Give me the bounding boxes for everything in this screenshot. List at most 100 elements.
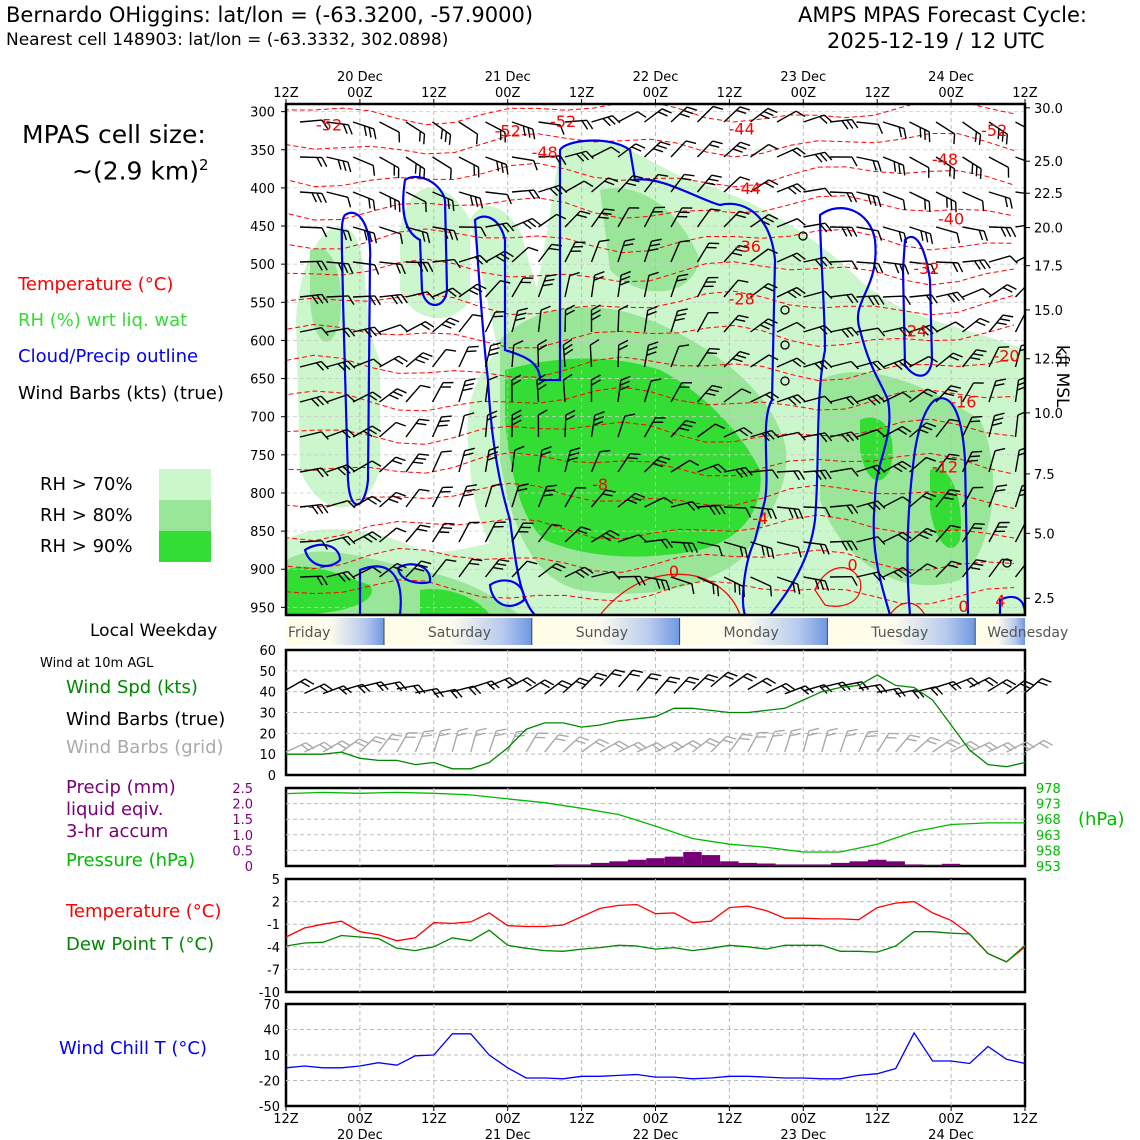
wind-barb — [673, 740, 703, 753]
wind-barb-flag — [492, 315, 504, 318]
wind-barb — [839, 728, 858, 753]
wind-barb-staff — [803, 256, 826, 263]
bottom-hour-label: 00Z — [791, 1112, 817, 1127]
wind-barb — [856, 156, 882, 172]
wind-barb-staff — [458, 314, 474, 333]
wind-barb-flag — [420, 560, 432, 565]
wind-barb-staff — [537, 276, 547, 298]
height-tick-label: 7.5 — [1034, 468, 1055, 483]
wind-barb-flag — [740, 468, 748, 477]
wind-barb-flag — [347, 230, 352, 242]
wind-barb-flag — [761, 545, 765, 556]
pressure-tick-label: 700 — [250, 411, 275, 426]
wind-speed-line — [286, 674, 1026, 770]
wind-barb — [692, 737, 720, 753]
calm-wind-marker — [780, 305, 790, 315]
pressure-tick-label: 550 — [250, 296, 275, 311]
wind-barb-flag — [763, 321, 774, 327]
wind-barb — [962, 287, 992, 298]
wind-barb-flag — [632, 175, 643, 179]
wind-barb — [670, 419, 696, 438]
wind-barb-flag — [337, 573, 346, 582]
wind-barb-flag — [768, 354, 779, 361]
legend-rh70-swatch — [159, 469, 211, 500]
wind-barb-staff — [723, 427, 745, 438]
wind-barb-flag — [928, 355, 938, 363]
wind-barb-flag — [453, 259, 461, 269]
wind-barb-flag — [545, 274, 557, 278]
wind-barb — [909, 226, 934, 244]
wind-barb — [636, 673, 662, 692]
wind-barb — [829, 118, 859, 130]
wind-barb-flag — [681, 177, 692, 181]
wind-barb-flag — [795, 110, 806, 118]
wind-barb — [352, 358, 382, 368]
wind-barb-staff — [352, 191, 374, 201]
wind-barb-staff — [644, 538, 667, 543]
wind-barb-staff — [723, 245, 740, 263]
wind-barb — [750, 179, 779, 193]
wind-barb-flag — [797, 547, 802, 558]
wind-barb-staff — [803, 222, 826, 228]
wind-barb-flag — [601, 535, 612, 542]
wind-barb-flag — [735, 248, 746, 253]
wind-barb-flag — [727, 671, 738, 677]
wind-barb — [299, 360, 329, 371]
wind-barb-staff — [564, 414, 567, 438]
wind-barb-staff — [564, 210, 581, 228]
wind-barb-staff — [405, 384, 421, 403]
wind-barb-flag — [792, 185, 802, 193]
wind-barb-flag — [949, 489, 960, 493]
wind-barb-flag — [559, 124, 565, 135]
wind-barb-flag — [548, 247, 559, 251]
wind-barb-flag — [739, 106, 751, 111]
wind-barb-flag — [337, 467, 346, 476]
wind-barb-flag — [792, 254, 802, 262]
wind-barb — [485, 222, 515, 233]
wind-barb — [405, 453, 430, 473]
wind-barb — [776, 576, 801, 595]
wind-barb-staff — [1014, 559, 1025, 578]
cloud-outline — [488, 579, 526, 607]
wind-barb-flag — [423, 729, 435, 733]
wind-barb-staff — [431, 559, 447, 578]
wind-barb-staff — [562, 736, 580, 753]
wind-barb — [750, 576, 773, 597]
wind-barb — [617, 111, 647, 123]
wind-barb — [882, 226, 908, 244]
wind-barb — [562, 736, 590, 753]
wind-barb-staff — [458, 254, 481, 263]
wind-barb-flag — [824, 469, 832, 480]
wind-barb-staff — [829, 326, 852, 333]
wind-barb — [507, 677, 537, 689]
top-hour-label: 00Z — [643, 86, 669, 101]
wind-barb — [856, 295, 885, 306]
wind-barb-flag — [969, 356, 981, 361]
pressure-ytick-label: 953 — [1036, 860, 1061, 875]
precip-bar — [849, 861, 868, 866]
wind-barb-flag — [489, 347, 500, 352]
wind-barb-staff — [341, 683, 363, 692]
wind-barb-flag — [528, 190, 536, 200]
wind-barb — [405, 384, 431, 403]
wind-barb-staff — [696, 242, 710, 263]
wind-barb-flag — [469, 521, 480, 524]
wind-barb-staff — [802, 730, 810, 753]
wind-barb-flag — [504, 250, 514, 258]
wind-barb-flag — [490, 342, 501, 347]
wind-barb-staff — [299, 119, 322, 123]
wind-barb — [803, 222, 833, 233]
wind-barb — [696, 347, 720, 368]
wind-barb-staff — [304, 741, 325, 753]
wind-barb-flag — [996, 322, 1007, 326]
wind-barb-flag — [311, 295, 319, 305]
wind-barb-staff — [829, 431, 852, 438]
wind-barb-staff — [458, 156, 479, 168]
wind-barb-flag — [851, 293, 859, 303]
wind-barb-flag — [514, 445, 525, 451]
weekday-band — [827, 618, 976, 645]
wind-barb-flag — [604, 180, 615, 186]
wind-barb-staff — [961, 416, 973, 438]
wind-barb-flag — [347, 263, 354, 274]
wind-barb — [909, 294, 938, 305]
